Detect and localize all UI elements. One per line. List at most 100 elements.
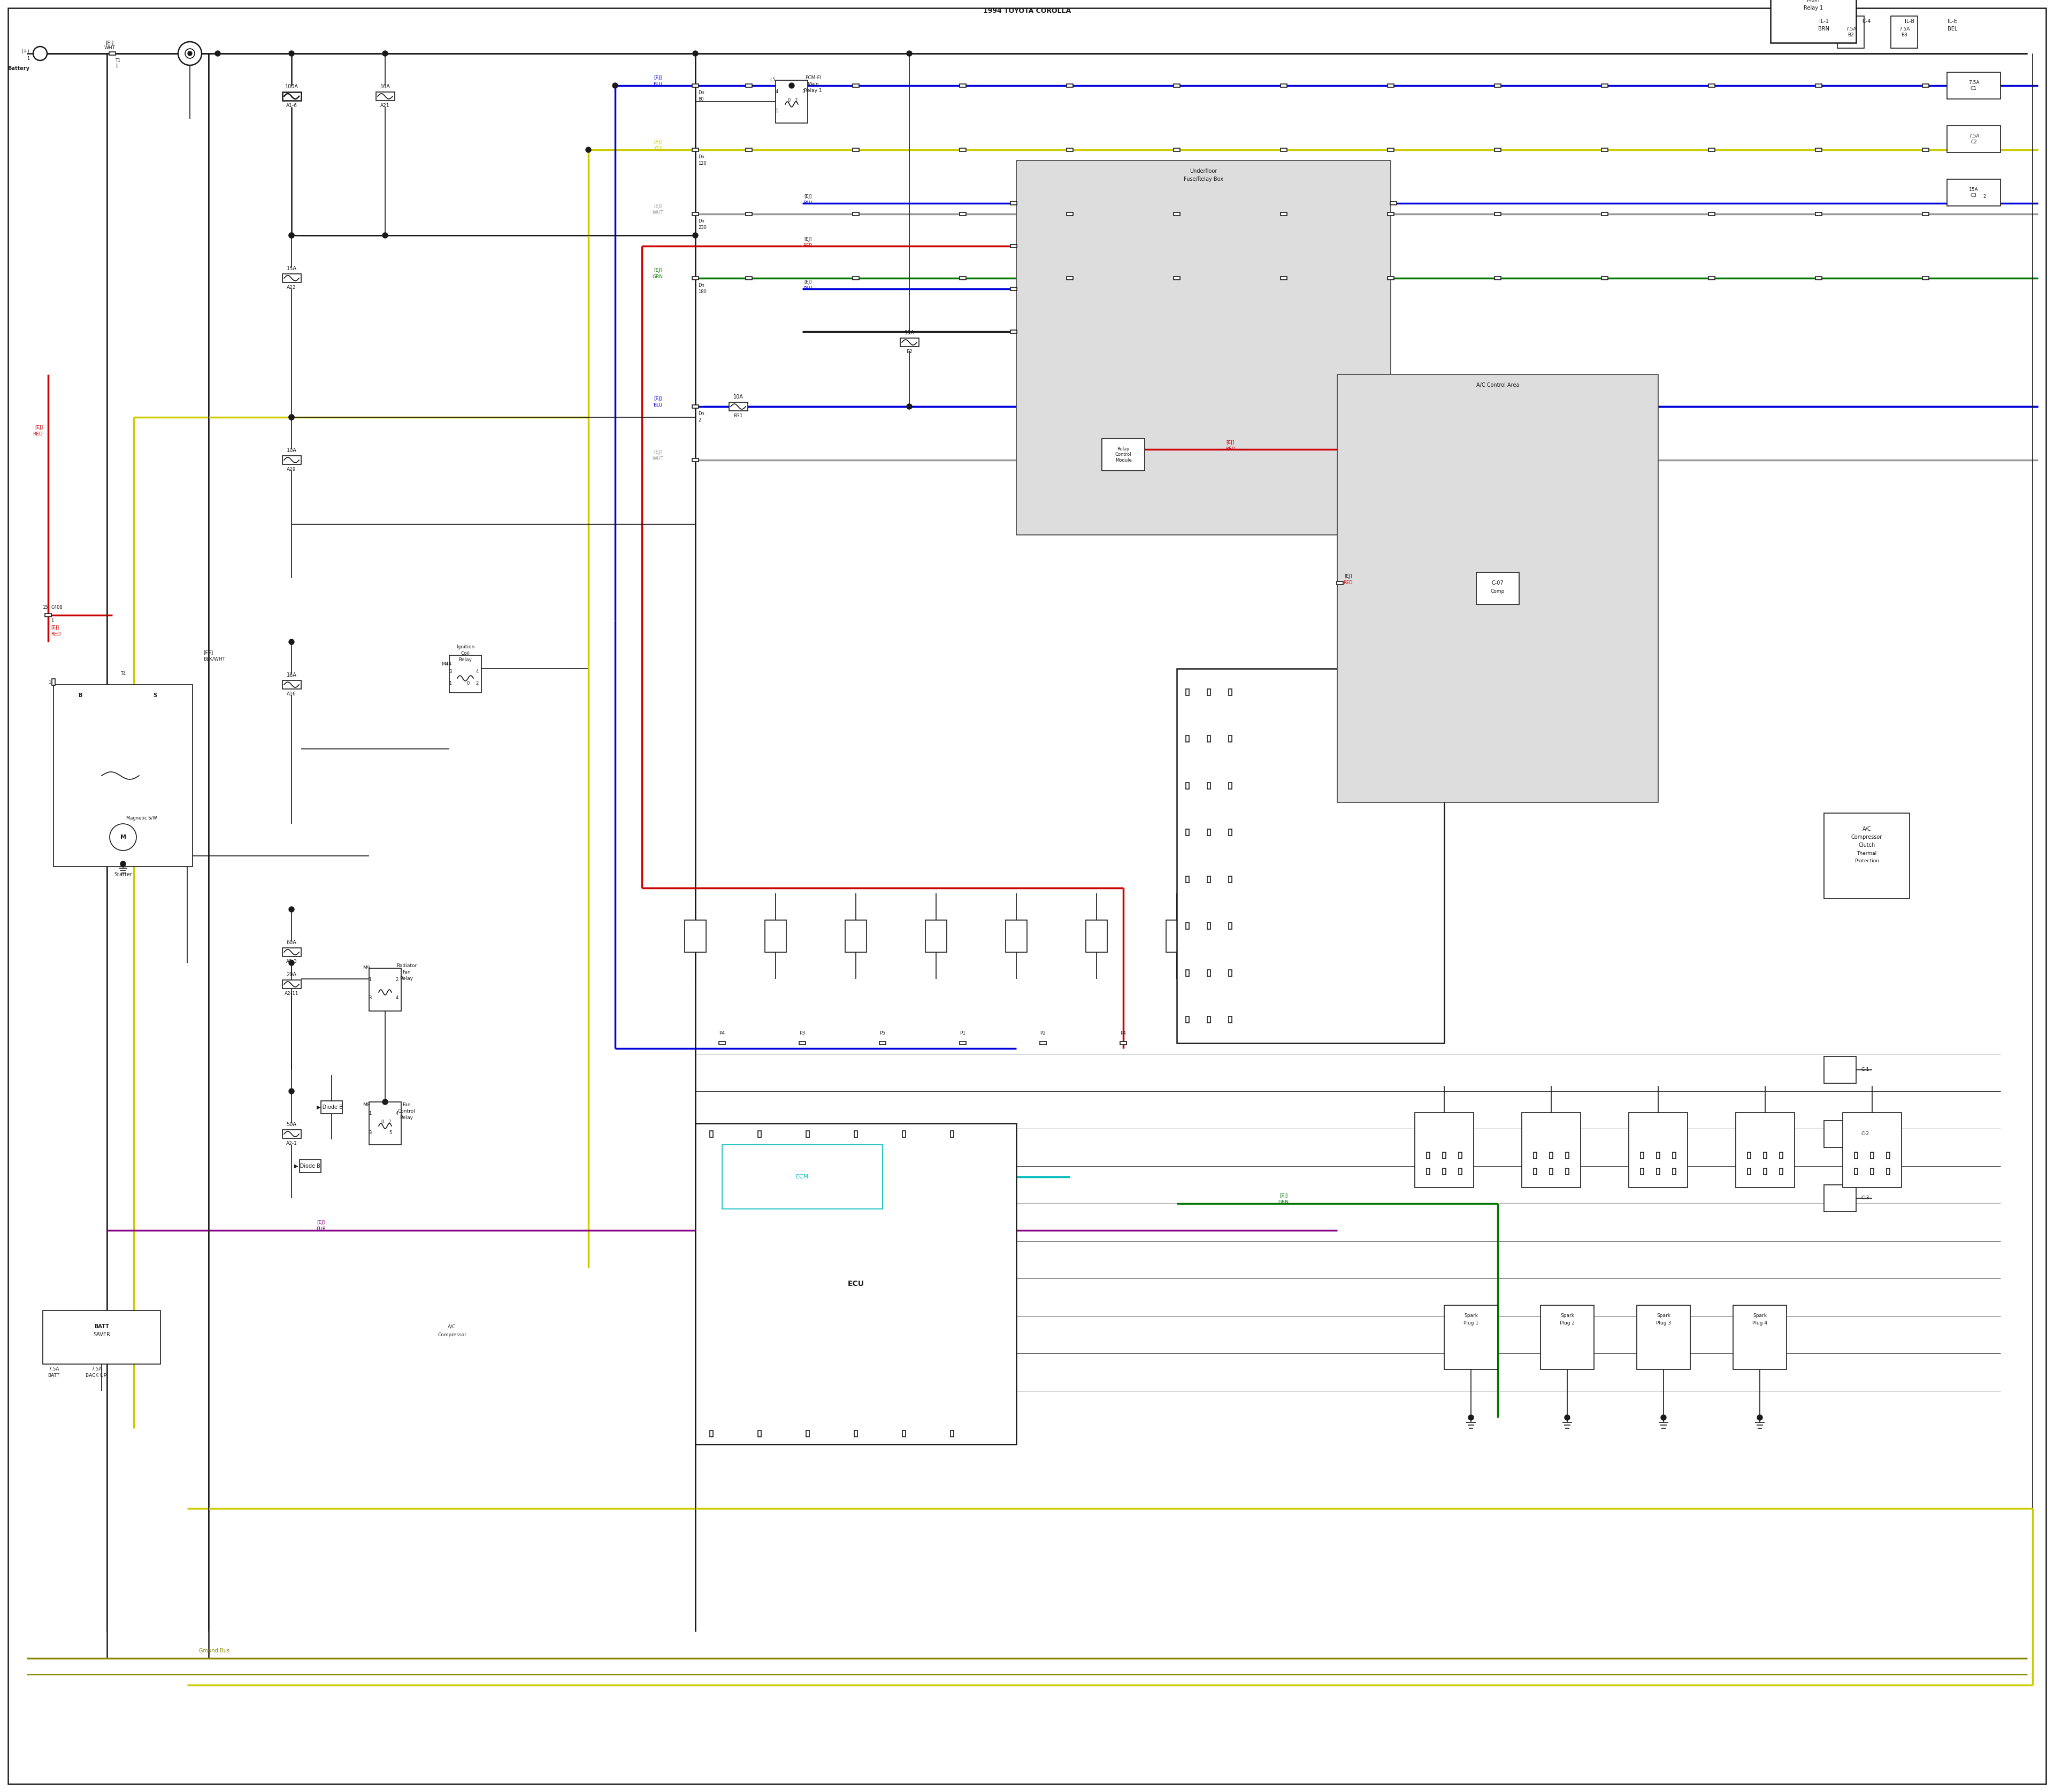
Bar bbox=[758, 1131, 762, 1138]
Bar bbox=[729, 401, 748, 410]
Bar bbox=[1389, 149, 1395, 151]
Text: [EJ]: [EJ] bbox=[653, 75, 661, 81]
Bar bbox=[1228, 876, 1232, 882]
Text: [EI]: [EI] bbox=[105, 41, 113, 45]
Bar bbox=[692, 149, 698, 151]
Bar bbox=[1764, 1152, 1766, 1159]
Text: A22: A22 bbox=[288, 285, 296, 290]
Bar bbox=[1886, 1168, 1890, 1176]
Bar bbox=[1167, 919, 1187, 952]
Text: 7.5A
B2: 7.5A B2 bbox=[1844, 27, 1857, 38]
Circle shape bbox=[612, 82, 618, 88]
Bar bbox=[1641, 1152, 1643, 1159]
Bar bbox=[1173, 84, 1179, 88]
Circle shape bbox=[109, 824, 136, 851]
Bar bbox=[776, 81, 807, 124]
Text: BLU: BLU bbox=[653, 82, 663, 86]
Bar bbox=[1280, 213, 1288, 215]
Bar bbox=[1748, 1168, 1750, 1176]
Text: PCM-FI: PCM-FI bbox=[805, 75, 822, 81]
Bar bbox=[844, 919, 867, 952]
Text: 1: 1 bbox=[774, 109, 778, 113]
Bar bbox=[300, 1159, 320, 1172]
Text: C-2: C-2 bbox=[1861, 1131, 1869, 1136]
Bar bbox=[1855, 1152, 1857, 1159]
Text: IL-E: IL-E bbox=[1947, 18, 1957, 23]
Bar bbox=[1280, 276, 1288, 280]
Text: P3: P3 bbox=[799, 1030, 805, 1036]
Bar bbox=[1824, 1057, 1857, 1082]
Circle shape bbox=[789, 82, 795, 88]
Text: [EJ]: [EJ] bbox=[803, 195, 811, 199]
Bar bbox=[959, 276, 965, 280]
Bar bbox=[1923, 276, 1929, 280]
Bar bbox=[1892, 16, 1918, 48]
Circle shape bbox=[1662, 1416, 1666, 1421]
Circle shape bbox=[585, 147, 592, 152]
Bar bbox=[951, 1430, 953, 1437]
Text: 4: 4 bbox=[477, 668, 479, 674]
Text: 80: 80 bbox=[698, 97, 705, 102]
Text: WHT: WHT bbox=[653, 455, 663, 461]
Bar bbox=[1208, 923, 1210, 930]
Text: YEL: YEL bbox=[653, 145, 661, 151]
Text: [EJ]: [EJ] bbox=[653, 267, 661, 272]
Text: RED: RED bbox=[51, 631, 62, 636]
Text: Coil: Coil bbox=[460, 650, 470, 656]
Bar bbox=[1208, 1016, 1210, 1023]
Bar bbox=[1565, 1168, 1569, 1176]
Circle shape bbox=[290, 414, 294, 419]
Text: 3: 3 bbox=[450, 668, 452, 674]
Circle shape bbox=[906, 50, 912, 56]
Bar bbox=[692, 213, 698, 215]
Bar bbox=[711, 1430, 713, 1437]
Text: B2: B2 bbox=[906, 349, 912, 355]
Text: Protection: Protection bbox=[1855, 858, 1879, 864]
Text: [EJ]: [EJ] bbox=[1343, 573, 1352, 579]
Bar bbox=[1442, 1168, 1446, 1176]
Bar bbox=[1173, 276, 1179, 280]
Text: 3: 3 bbox=[801, 90, 805, 95]
Text: 2: 2 bbox=[795, 99, 797, 102]
Text: Ground Bus: Ground Bus bbox=[199, 1649, 230, 1654]
Text: 10A: 10A bbox=[904, 330, 914, 335]
Bar bbox=[1066, 149, 1072, 151]
Bar bbox=[852, 149, 859, 151]
Text: 1: 1 bbox=[370, 978, 372, 982]
Text: 1: 1 bbox=[370, 1111, 372, 1116]
Text: A29: A29 bbox=[288, 468, 296, 471]
Text: Radiator: Radiator bbox=[396, 962, 417, 968]
Bar bbox=[1389, 84, 1395, 88]
Text: Magnetic S/W: Magnetic S/W bbox=[127, 815, 158, 821]
Text: C-4: C-4 bbox=[1863, 18, 1871, 23]
Bar bbox=[684, 919, 707, 952]
Text: 0: 0 bbox=[787, 99, 791, 102]
Circle shape bbox=[290, 907, 294, 912]
Bar bbox=[1637, 1305, 1690, 1369]
Text: Spark: Spark bbox=[1658, 1314, 1670, 1319]
Bar bbox=[1764, 1168, 1766, 1176]
Bar bbox=[1006, 919, 1027, 952]
Text: [EJ]: [EJ] bbox=[653, 396, 661, 401]
Bar bbox=[1389, 213, 1395, 215]
Text: 1: 1 bbox=[115, 65, 117, 68]
Bar bbox=[51, 679, 55, 685]
Circle shape bbox=[290, 961, 294, 966]
Text: M9: M9 bbox=[364, 966, 370, 971]
Text: B31: B31 bbox=[733, 414, 744, 419]
Bar bbox=[1748, 1152, 1750, 1159]
Circle shape bbox=[290, 414, 294, 419]
Text: A16: A16 bbox=[288, 692, 296, 697]
Bar bbox=[1337, 375, 1658, 803]
Text: Underfloor: Underfloor bbox=[1189, 168, 1218, 174]
Bar bbox=[1208, 969, 1210, 977]
Bar bbox=[758, 1430, 762, 1437]
Text: 1: 1 bbox=[47, 679, 51, 685]
Text: Control: Control bbox=[398, 1109, 415, 1113]
Bar bbox=[1855, 1168, 1857, 1176]
Text: 3: 3 bbox=[370, 1131, 372, 1136]
Text: 16A: 16A bbox=[286, 672, 296, 677]
Text: ECM: ECM bbox=[795, 1174, 809, 1179]
Text: [EJ]: [EJ] bbox=[803, 237, 811, 242]
Bar bbox=[1185, 969, 1189, 977]
